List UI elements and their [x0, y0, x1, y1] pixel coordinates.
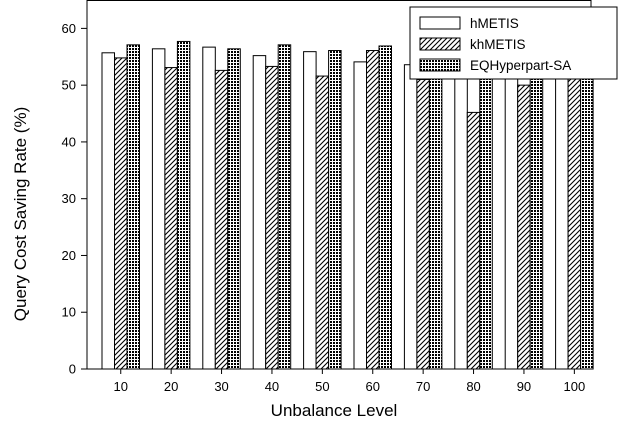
y-tick-label-30: 30 [62, 191, 76, 206]
bar-hmetis-90 [504, 54, 519, 370]
legend-label-hmetis: hMETIS [470, 16, 519, 31]
bar-khmetis-40 [265, 65, 279, 370]
x-tick-label-20: 20 [164, 379, 178, 394]
bar-khmetis-30 [214, 69, 229, 370]
bar-khmetis-60 [366, 50, 380, 370]
bar-hmetis-70 [403, 64, 418, 370]
y-tick-label-20: 20 [62, 248, 76, 263]
legend-label-eqhyperpart-sa: EQHyperpart-SA [470, 58, 571, 73]
bar-khmetis-70 [416, 78, 430, 370]
legend-label-khmetis: khMETIS [470, 37, 526, 52]
x-tick-label-50: 50 [315, 379, 329, 394]
bar-eqhyperpart-sa-10 [126, 44, 140, 370]
y-tick-label-10: 10 [62, 305, 76, 320]
bar-khmetis-90 [517, 84, 531, 370]
bar-eqhyperpart-sa-90 [529, 46, 544, 370]
bar-hmetis-80 [454, 66, 468, 370]
legend-swatch-hmetis [419, 16, 461, 30]
y-tick-label-0: 0 [69, 362, 76, 377]
bar-eqhyperpart-sa-50 [328, 50, 342, 370]
bar-khmetis-100 [567, 54, 582, 370]
x-tick-label-70: 70 [416, 379, 430, 394]
bar-eqhyperpart-sa-100 [580, 60, 594, 370]
bars-group [101, 39, 594, 370]
y-tick-label-40: 40 [62, 134, 76, 149]
x-axis-title: Unbalance Level [271, 401, 398, 420]
y-tick-label-60: 60 [62, 21, 76, 36]
axes-group: 10 20 30 40 50 60 70 80 90 100 0 10 20 30 40 50 60 [62, 21, 586, 394]
bar-hmetis-10 [101, 52, 115, 370]
bar-eqhyperpart-sa-30 [227, 48, 241, 370]
legend-swatch-khmetis [419, 37, 461, 51]
bar-eqhyperpart-sa-20 [176, 40, 191, 370]
bar-eqhyperpart-sa-40 [277, 44, 292, 370]
bar-khmetis-10 [114, 57, 128, 370]
legend-swatch-eqhyperpart-sa [419, 58, 461, 72]
bar-khmetis-50 [315, 75, 330, 370]
x-tick-label-100: 100 [563, 379, 585, 394]
bar-hmetis-60 [353, 61, 367, 370]
bar-hmetis-30 [202, 46, 216, 370]
x-tick-label-80: 80 [466, 379, 480, 394]
bar-hmetis-100 [555, 76, 569, 370]
bar-khmetis-80 [466, 111, 481, 370]
bar-eqhyperpart-sa-60 [378, 45, 392, 370]
bar-hmetis-50 [303, 51, 317, 370]
x-tick-label-60: 60 [366, 379, 380, 394]
x-tick-label-90: 90 [517, 379, 531, 394]
y-axis-title: Query Cost Saving Rate (%) [11, 107, 30, 321]
bar-hmetis-40 [252, 55, 267, 370]
bar-hmetis-20 [151, 48, 166, 370]
x-tick-label-30: 30 [214, 379, 228, 394]
bar-khmetis-20 [164, 67, 178, 370]
x-tick-label-40: 40 [265, 379, 279, 394]
y-tick-label-50: 50 [62, 78, 76, 93]
bar-eqhyperpart-sa-80 [479, 39, 493, 370]
bar-eqhyperpart-sa-70 [428, 50, 443, 370]
x-tick-label-10: 10 [114, 379, 128, 394]
legend: hMETIS khMETIS EQHyperpart-SA [409, 6, 618, 80]
